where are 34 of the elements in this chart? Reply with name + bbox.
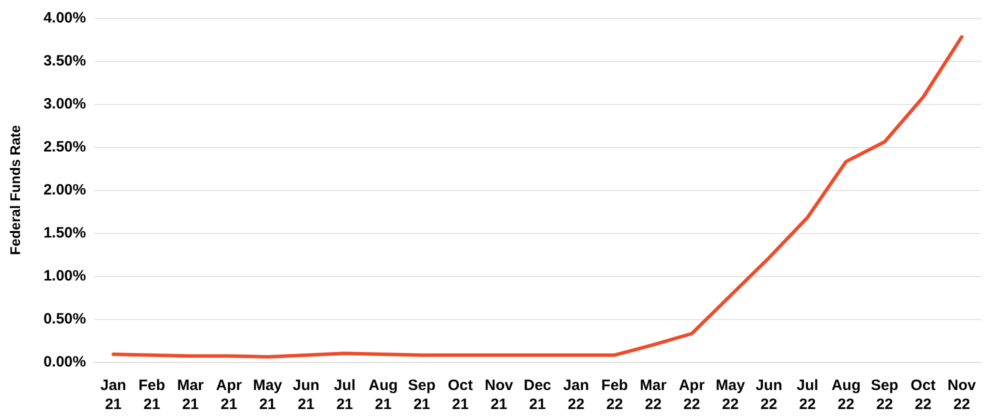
- x-tick-label: Nov 21: [484, 377, 514, 413]
- x-tick-label: Sep 21: [408, 377, 436, 413]
- x-tick-label: Oct 22: [910, 377, 936, 413]
- y-tick-label: 1.00%: [43, 268, 86, 284]
- y-tick-label: 2.00%: [43, 182, 86, 198]
- x-tick-label: May 22: [716, 377, 746, 413]
- x-tick-label: Jan 22: [563, 377, 589, 413]
- x-tick-label: Feb 22: [601, 377, 628, 413]
- y-tick-label: 3.00%: [43, 96, 86, 112]
- y-tick-label: 0.50%: [43, 310, 86, 328]
- x-tick-label: Mar 21: [177, 377, 204, 413]
- x-tick-label: Mar 22: [640, 377, 667, 413]
- x-tick-label: Jan 21: [100, 377, 126, 413]
- x-tick-label: Oct 21: [448, 377, 473, 413]
- x-tick-label: Apr 21: [216, 377, 242, 413]
- x-tick-label: Apr 22: [678, 377, 705, 413]
- x-tick-label: Jun 21: [292, 377, 320, 413]
- y-tick-label: 1.50%: [43, 224, 86, 242]
- x-tick-label: Jun 22: [756, 377, 782, 413]
- y-tick-label: 2.50%: [43, 138, 86, 156]
- x-tick-label: Jul 22: [796, 377, 818, 413]
- x-tick-label: Dec 21: [524, 377, 552, 413]
- x-tick-label: Nov 22: [948, 377, 977, 413]
- x-tick-label: Jul 21: [334, 377, 356, 413]
- line-series: [112, 35, 964, 359]
- x-tick-label: May 21: [252, 377, 283, 413]
- y-tick-label: 0.00%: [43, 354, 86, 370]
- x-tick-label: Sep 22: [870, 377, 898, 413]
- y-tick-label: 4.00%: [43, 10, 86, 26]
- y-axis-title: Federal Funds Rate: [7, 124, 23, 255]
- x-tick-label: Aug 22: [831, 377, 861, 413]
- x-tick-label: Aug 21: [368, 377, 398, 413]
- x-tick-label: Feb 21: [138, 377, 166, 413]
- y-tick-label: 3.50%: [43, 52, 86, 70]
